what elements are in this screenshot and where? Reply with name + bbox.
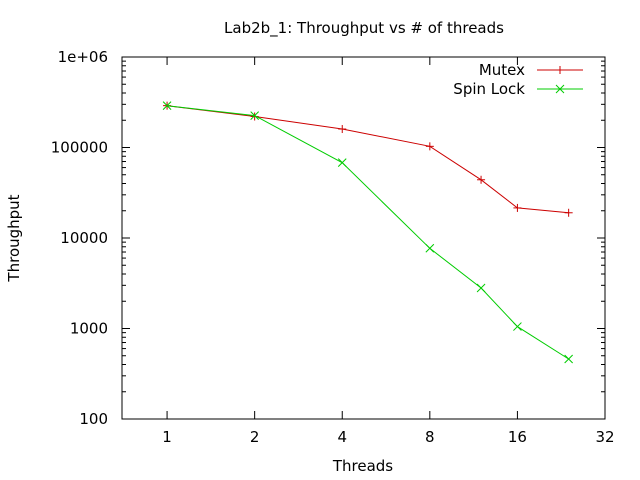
marker-stroke [425, 243, 435, 253]
data-point [337, 158, 347, 168]
data-point [250, 112, 259, 121]
plot-frame [121, 56, 606, 420]
series-line-mutex [167, 105, 569, 214]
marker-stroke [513, 322, 522, 331]
x-axis-label: Threads [332, 457, 393, 475]
y-axis-label: Throughput [5, 194, 23, 282]
marker-stroke [476, 283, 486, 293]
data-point [513, 322, 522, 331]
data-point [162, 101, 172, 111]
y-axis: 100 1000 10000 100000 1e+06 [51, 48, 605, 428]
plot-area [162, 101, 574, 364]
x-axis: 1 2 4 8 16 32 [162, 57, 615, 446]
x-tick-label: 16 [508, 428, 527, 446]
marker-stroke [555, 84, 565, 94]
data-point [425, 142, 434, 151]
data-point [556, 66, 564, 74]
y-tick-label: 10000 [60, 229, 108, 247]
data-point [564, 354, 574, 364]
marker-stroke [162, 101, 172, 111]
y-tick-label: 100000 [51, 139, 108, 157]
x-tick-label: 8 [425, 428, 435, 446]
data-point [564, 208, 573, 217]
series-mutex [163, 101, 573, 217]
data-point [425, 243, 435, 253]
data-point [555, 84, 565, 94]
data-point [338, 125, 347, 134]
x-tick-label: 1 [162, 428, 172, 446]
x-tick-label: 2 [250, 428, 260, 446]
x-tick-label: 32 [595, 428, 614, 446]
legend-label-mutex: Mutex [479, 61, 525, 79]
y-tick-label: 100 [79, 410, 108, 428]
series-spin-lock [162, 101, 574, 364]
y-tick-label: 1e+06 [58, 48, 108, 66]
legend-label-spin-lock: Spin Lock [453, 80, 525, 98]
data-point [513, 203, 522, 212]
marker-stroke [337, 158, 347, 168]
marker-stroke [250, 111, 260, 120]
marker-stroke [564, 354, 574, 364]
x-tick-label: 4 [337, 428, 347, 446]
data-point [477, 175, 486, 184]
y-tick-label: 1000 [70, 320, 108, 338]
data-point [250, 111, 260, 120]
data-point [476, 283, 486, 293]
series-line-spin-lock [167, 105, 569, 360]
chart-title: Lab2b_1: Throughput vs # of threads [224, 19, 504, 38]
